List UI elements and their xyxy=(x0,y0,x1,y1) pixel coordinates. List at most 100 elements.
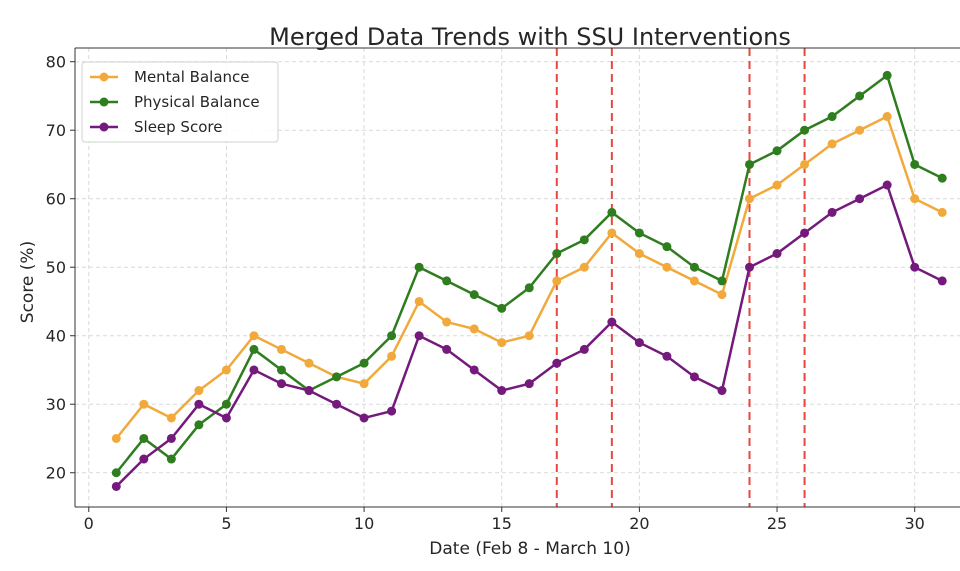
data-point xyxy=(634,249,644,259)
data-point xyxy=(882,70,892,80)
data-point xyxy=(276,379,286,389)
data-point xyxy=(800,228,810,238)
data-point xyxy=(937,276,947,286)
data-point xyxy=(552,249,562,259)
legend-swatch-marker xyxy=(99,97,109,107)
data-point xyxy=(249,331,259,341)
data-point xyxy=(414,331,424,341)
data-point xyxy=(387,351,397,361)
data-point xyxy=(139,454,149,464)
data-point xyxy=(139,433,149,443)
data-point xyxy=(194,399,204,409)
chart-title: Merged Data Trends with SSU Intervention… xyxy=(269,23,791,51)
y-axis-label: Score (%) xyxy=(18,241,38,323)
legend-box xyxy=(81,61,279,143)
data-point xyxy=(882,180,892,190)
y-tick-label: 40 xyxy=(46,327,66,346)
data-point xyxy=(855,125,865,135)
data-point xyxy=(745,262,755,272)
data-point xyxy=(689,276,699,286)
data-point xyxy=(937,173,947,183)
data-point xyxy=(497,338,507,348)
data-point xyxy=(276,365,286,375)
data-point xyxy=(717,386,727,396)
legend-label: Sleep Score xyxy=(134,118,222,136)
data-point xyxy=(937,207,947,217)
data-point xyxy=(717,276,727,286)
y-tick-label: 50 xyxy=(46,258,66,277)
data-point xyxy=(221,399,231,409)
data-point xyxy=(689,372,699,382)
data-point xyxy=(662,262,672,272)
axes: 0 5 10 15 20 25 30 20 30 40 50 60 70 80 xyxy=(46,47,960,533)
y-tick-label: 30 xyxy=(46,395,66,414)
data-point xyxy=(579,235,589,245)
data-point xyxy=(772,249,782,259)
data-point xyxy=(634,338,644,348)
legend: Mental Balance Physical Balance Sleep Scor… xyxy=(81,61,279,143)
data-point xyxy=(524,331,534,341)
data-point xyxy=(855,194,865,204)
data-point xyxy=(524,283,534,293)
data-point xyxy=(442,317,452,327)
data-point xyxy=(359,358,369,368)
data-point xyxy=(111,468,121,478)
data-point xyxy=(442,344,452,354)
data-point xyxy=(607,317,617,327)
legend-swatch-marker xyxy=(99,72,109,82)
y-tick-label: 60 xyxy=(46,190,66,209)
data-point xyxy=(221,413,231,423)
data-point xyxy=(414,296,424,306)
data-point xyxy=(249,365,259,375)
x-tick-label: 25 xyxy=(767,514,787,533)
x-tick-label: 15 xyxy=(492,514,512,533)
data-point xyxy=(387,331,397,341)
data-point xyxy=(166,454,176,464)
data-point xyxy=(772,146,782,156)
data-point xyxy=(221,365,231,375)
data-point xyxy=(359,379,369,389)
legend-label: Physical Balance xyxy=(134,93,260,111)
x-tick-label: 20 xyxy=(629,514,649,533)
data-point xyxy=(827,112,837,122)
data-point xyxy=(111,433,121,443)
x-axis-label: Date (Feb 8 - March 10) xyxy=(429,539,630,559)
y-tick-label: 20 xyxy=(46,464,66,483)
data-point xyxy=(579,262,589,272)
data-point xyxy=(607,228,617,238)
data-point xyxy=(524,379,534,389)
data-point xyxy=(332,372,342,382)
data-point xyxy=(607,207,617,217)
data-point xyxy=(800,125,810,135)
data-point xyxy=(469,324,479,334)
data-point xyxy=(442,276,452,286)
data-point xyxy=(882,112,892,122)
y-tick-label: 70 xyxy=(46,121,66,140)
data-point xyxy=(827,207,837,217)
data-point xyxy=(745,159,755,169)
data-point xyxy=(276,344,286,354)
data-point xyxy=(304,358,314,368)
data-point xyxy=(469,365,479,375)
data-point xyxy=(689,262,699,272)
data-point xyxy=(359,413,369,423)
data-point xyxy=(497,386,507,396)
legend-swatch-marker xyxy=(99,122,109,132)
data-point xyxy=(469,290,479,300)
data-point xyxy=(662,242,672,252)
series-line xyxy=(115,114,943,440)
data-point xyxy=(910,194,920,204)
data-point xyxy=(194,420,204,430)
legend-label: Mental Balance xyxy=(134,68,250,86)
data-point xyxy=(552,358,562,368)
x-tick-label: 30 xyxy=(905,514,925,533)
data-point xyxy=(111,481,121,491)
data-point xyxy=(194,386,204,396)
data-point xyxy=(552,276,562,286)
data-point xyxy=(304,386,314,396)
series-group xyxy=(111,70,947,491)
x-tick-label: 5 xyxy=(221,514,231,533)
data-point xyxy=(745,194,755,204)
data-point xyxy=(910,262,920,272)
y-tick-label: 80 xyxy=(46,53,66,72)
